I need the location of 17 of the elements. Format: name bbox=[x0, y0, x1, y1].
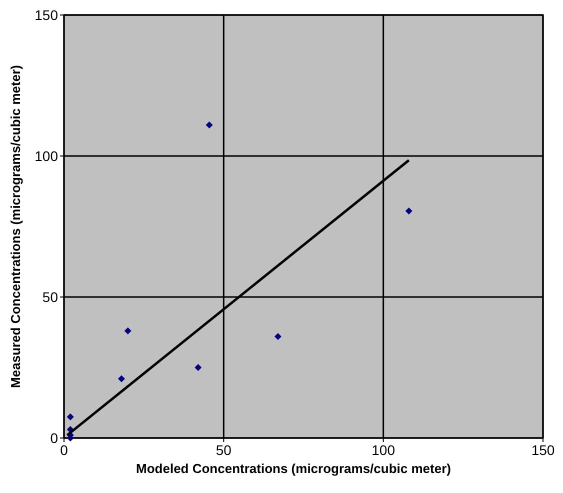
point bbox=[274, 332, 282, 340]
x-axis-title: Modeled Concentrations (micrograms/cubic meter) bbox=[136, 461, 451, 476]
y-tick-label: 0 bbox=[50, 430, 58, 446]
point bbox=[66, 413, 74, 420]
x-tick-label: 0 bbox=[60, 442, 68, 458]
x-tick-label: 50 bbox=[216, 442, 232, 458]
point bbox=[206, 121, 213, 128]
x-tick-label: 100 bbox=[372, 442, 396, 458]
y-axis-title: Measured Concentrations (micrograms/cubic meter) bbox=[8, 65, 23, 388]
y-tick-label: 50 bbox=[42, 289, 58, 305]
point bbox=[405, 207, 412, 214]
y-tick-label: 100 bbox=[34, 148, 58, 164]
point bbox=[194, 364, 202, 371]
point bbox=[124, 327, 132, 334]
x-tick-label: 150 bbox=[531, 442, 555, 458]
y-tick-label: 150 bbox=[34, 7, 58, 23]
point bbox=[118, 375, 125, 382]
